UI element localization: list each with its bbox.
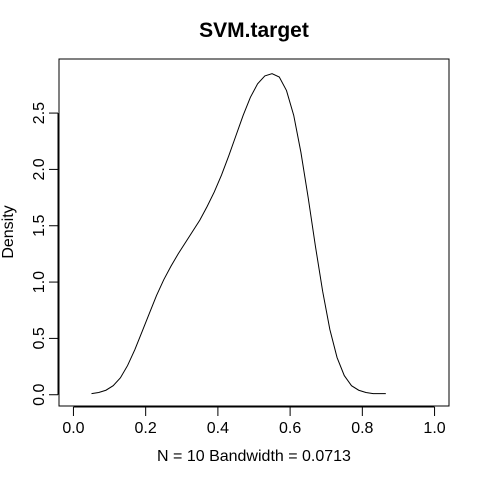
y-tick-label: 1.0 [31,271,48,293]
x-axis-label: N = 10 Bandwidth = 0.0713 [157,448,351,465]
y-tick-label: 0.5 [31,327,48,349]
y-tick-label: 1.5 [31,215,48,237]
x-tick-label: 1.0 [423,420,445,437]
density-curve [91,73,386,395]
y-axis: 0.0 0.5 1.0 1.5 2.0 2.5 [31,102,59,406]
chart-title: SVM.target [199,19,309,42]
x-axis: 0.0 0.2 0.4 0.6 0.8 1.0 [62,406,446,437]
y-axis-label: Density [0,205,17,258]
x-tick-label: 0.8 [351,420,373,437]
plot-frame [58,58,450,407]
x-tick-label: 0.2 [135,420,157,437]
x-tick-label: 0.0 [62,420,84,437]
y-tick-label: 0.0 [31,384,48,406]
y-tick-label: 2.0 [31,158,48,180]
x-tick-label: 0.4 [207,420,229,437]
y-tick-label: 2.5 [31,102,48,124]
x-tick-label: 0.6 [279,420,301,437]
